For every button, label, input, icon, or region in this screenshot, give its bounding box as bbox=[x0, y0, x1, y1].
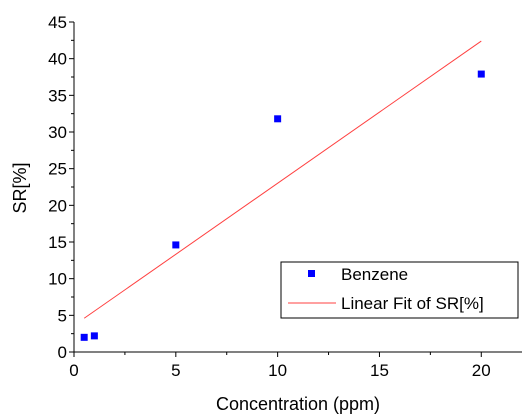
y-tick-label: 0 bbox=[58, 343, 67, 362]
linear-fit-line bbox=[83, 40, 482, 319]
y-axis: 0 5 10 15 20 25 30 35 40 45 bbox=[48, 13, 74, 362]
data-point-benzene bbox=[172, 241, 180, 249]
x-tick-label: 20 bbox=[472, 361, 491, 380]
data-point-benzene bbox=[477, 70, 485, 78]
data-point-benzene bbox=[90, 332, 98, 340]
y-tick-label: 25 bbox=[48, 160, 67, 179]
y-axis-title: SR[%] bbox=[10, 162, 30, 213]
data-point-benzene bbox=[274, 115, 282, 123]
x-tick-label: 0 bbox=[69, 361, 78, 380]
x-tick-label: 15 bbox=[370, 361, 389, 380]
x-tick-label: 5 bbox=[171, 361, 180, 380]
y-tick-label: 35 bbox=[48, 86, 67, 105]
legend: Benzene Linear Fit of SR[%] bbox=[280, 261, 519, 319]
y-tick-label: 45 bbox=[48, 13, 67, 32]
legend-marker-benzene bbox=[308, 270, 315, 277]
y-tick-label: 5 bbox=[58, 306, 67, 325]
x-tick-label: 10 bbox=[268, 361, 287, 380]
data-point-benzene bbox=[80, 333, 88, 341]
y-tick-label: 15 bbox=[48, 233, 67, 252]
x-axis-title: Concentration (ppm) bbox=[216, 394, 380, 414]
series-layer bbox=[80, 40, 485, 341]
x-axis: 0 5 10 15 20 bbox=[69, 352, 491, 380]
legend-label-linear-fit: Linear Fit of SR[%] bbox=[341, 294, 484, 313]
y-tick-label: 30 bbox=[48, 123, 67, 142]
y-tick-label: 10 bbox=[48, 270, 67, 289]
legend-box bbox=[280, 261, 519, 319]
y-tick-label: 40 bbox=[48, 50, 67, 69]
legend-label-benzene: Benzene bbox=[341, 265, 408, 284]
y-tick-label: 20 bbox=[48, 196, 67, 215]
